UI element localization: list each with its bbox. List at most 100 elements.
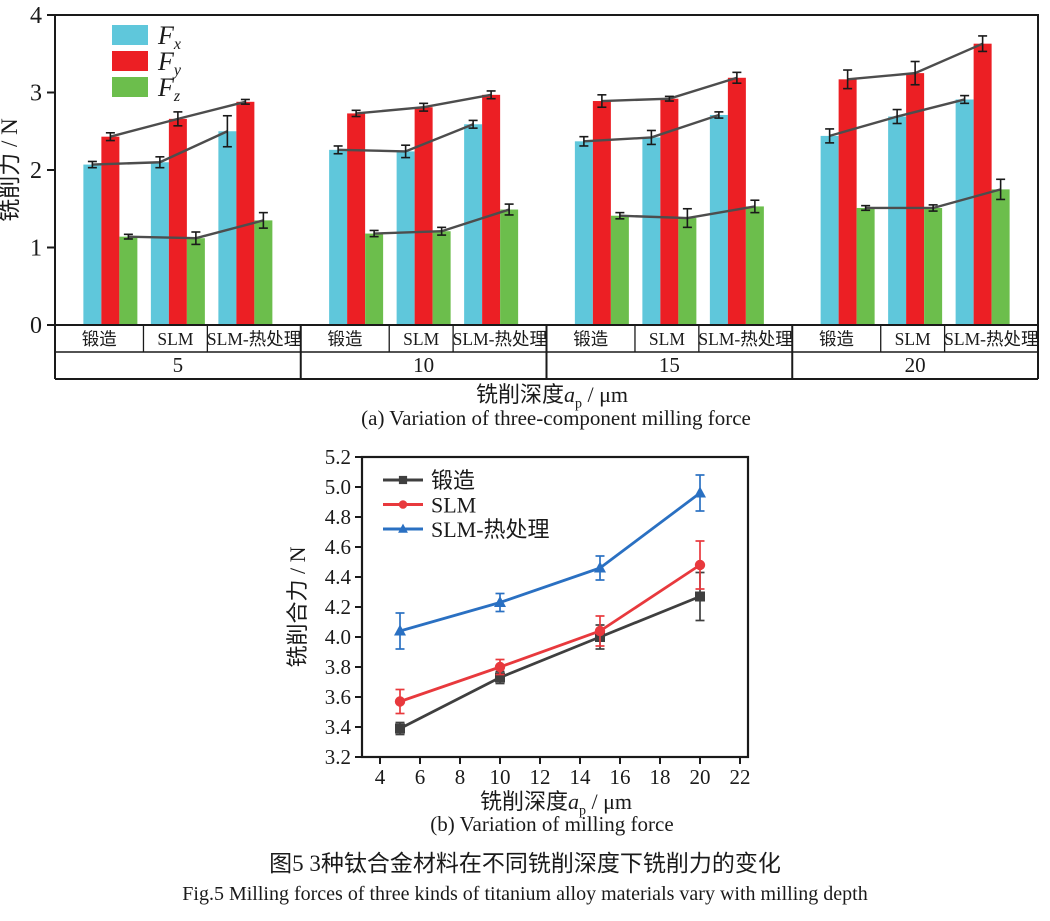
bar-Fx-20-2 [955,99,974,325]
table-material-label: SLM [895,329,931,349]
bar-Fz-20-0 [856,207,875,325]
x-tick-label: 6 [415,765,426,789]
bar-Fx-5-0 [83,164,102,325]
legend-label-Fy: Fy [157,47,182,79]
y-tick-label: 1 [30,236,42,262]
y-tick-label: 4.2 [325,595,351,619]
x-tick-label: 20 [690,765,711,789]
legend-swatch-Fy [112,51,148,71]
data-point-SLM [494,661,506,673]
bar-Fz-15-1 [678,218,697,325]
bar-Fz-20-1 [924,207,943,325]
y-tick-label: 3.2 [325,745,351,769]
bar-Fz-10-0 [365,233,384,325]
x-tick-label: 22 [730,765,751,789]
bar-Fx-15-2 [709,114,728,325]
x-tick-label: 14 [570,765,592,789]
y-tick-label: 2 [30,158,42,184]
bar-Fy-20-0 [838,79,857,325]
chart-a-x-axis-label-var: a [563,382,575,407]
y-tick-label: 3.6 [325,685,351,709]
legend-marker-锻造 [398,475,408,485]
table-material-label: 锻造 [82,329,117,349]
bar-Fz-15-0 [610,215,629,325]
y-tick-label: 3.4 [325,715,352,739]
table-material-label: SLM-热处理 [207,329,301,349]
bar-Fy-15-2 [727,77,746,326]
data-point-SLM-热处理 [494,596,506,607]
chart-b-x-axis-label-sub: p [578,803,586,819]
bar-Fz-5-2 [254,220,273,325]
bar-Fy-5-2 [236,101,255,325]
series-line-SLM [399,563,701,703]
data-point-SLM [694,559,706,571]
bar-Fz-15-2 [745,206,764,325]
table-material-label: SLM [403,329,439,349]
bar-Fy-5-1 [168,118,187,325]
data-point-SLM [594,625,606,637]
legend-label-Fx: Fx [157,21,181,53]
bar-Fx-10-1 [396,151,415,325]
y-tick-label: 4 [30,3,42,29]
bar-Fx-10-2 [464,124,483,326]
data-point-SLM-热处理 [594,561,606,573]
table-material-label: 锻造 [573,329,608,349]
table-material-label: 锻造 [327,329,362,349]
x-tick-label: 8 [455,765,466,789]
chart-a-x-axis-label: 铣削深度ap / μm [476,377,628,412]
chart-a-x-axis-label-prefix: 铣削深度 [475,382,564,407]
table-material-label: SLM-热处理 [698,329,792,349]
bar-Fx-20-1 [888,116,907,326]
bar-Fy-20-2 [973,43,992,326]
figure-caption-chinese: 图5 3种钛合金材料在不同铣削深度下铣削力的变化 [269,851,781,876]
bar-Fy-15-1 [660,98,679,325]
bar-Fx-5-2 [218,131,237,325]
bar-Fy-20-1 [906,73,925,325]
x-tick-label: 10 [490,765,511,789]
chart-b-y-axis-label: 铣削合力 / N [285,546,310,667]
y-tick-label: 4.6 [325,535,351,559]
bar-Fy-10-2 [482,94,501,325]
data-point-SLM-热处理 [694,486,706,498]
bar-Fx-15-0 [574,141,593,325]
table-material-label: SLM-热处理 [944,329,1038,349]
chart-b-caption: (b) Variation of milling force [430,812,674,836]
y-tick-label: 4.4 [325,565,352,589]
legend-marker-SLM-热处理 [398,523,408,533]
legend-label-SLM: SLM [431,493,476,518]
bar-Fz-10-2 [500,209,519,325]
bar-Fx-20-0 [820,135,839,325]
series-line-SLM-热处理 [399,491,701,633]
x-tick-label: 4 [375,765,386,789]
bar-Fz-5-1 [186,238,205,325]
legend-label-Fz: Fz [157,73,181,105]
y-tick-label: 4.0 [325,625,351,649]
chart-b-x-axis-label: 铣削深度ap / μm [480,784,632,819]
bar-Fx-10-0 [329,149,348,325]
legend-label-锻造: 锻造 [431,468,475,493]
bar-Fx-5-1 [150,162,169,325]
x-tick-label: 18 [650,765,671,789]
legend-swatch-Fz [112,77,148,97]
bar-Fy-10-1 [414,107,433,325]
legend-swatch-Fx [112,25,148,45]
x-tick-label: 12 [530,765,551,789]
bar-Fy-5-0 [101,136,120,325]
series-line-锻造 [399,595,701,730]
table-depth-label: 15 [659,353,680,377]
table-material-label: SLM [649,329,685,349]
table-depth-label: 5 [173,353,184,377]
chart-a-y-axis-label: 铣削力 / N [0,118,22,222]
table-depth-label: 20 [905,353,926,377]
error-bars-layer [87,35,1006,246]
chart-b-x-axis-label-suffix: / μm [585,789,633,814]
y-tick-label: 4.8 [325,505,351,529]
bar-Fy-10-0 [347,113,366,325]
data-point-锻造 [695,591,705,602]
table-depth-label: 10 [413,353,434,377]
table-material-label: SLM [157,329,193,349]
bar-Fz-10-1 [432,231,451,325]
chart-b-x-axis-label-prefix: 铣削深度 [479,789,568,814]
